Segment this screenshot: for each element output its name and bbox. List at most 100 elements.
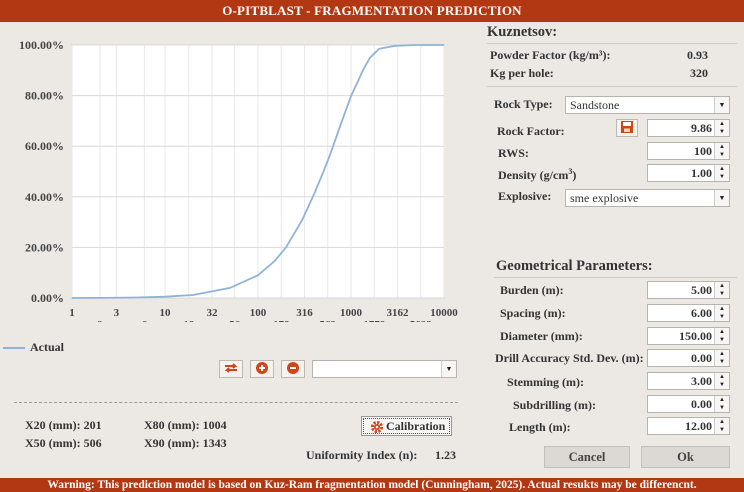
kg-per-hole-value: 320 (690, 66, 708, 80)
explosive-value: sme explosive (570, 191, 639, 205)
x-tick-label: 1778 (363, 319, 386, 322)
stepper-down-icon[interactable]: ▼ (719, 129, 725, 135)
rock-factor-stepper[interactable]: 9.86 ▲ ▼ (647, 119, 730, 137)
stepper-down-icon[interactable]: ▼ (719, 427, 725, 433)
add-series-button[interactable] (250, 360, 274, 378)
drill-accuracy-stepper[interactable]: 0.00 ▲ ▼ (647, 349, 730, 367)
stepper-down-icon[interactable]: ▼ (719, 382, 725, 388)
uniformity-value: 1.23 (435, 448, 456, 462)
chart-grid (71, 44, 445, 299)
stepper-up-icon[interactable]: ▲ (719, 419, 725, 425)
x-tick-label: 10 (160, 307, 172, 319)
powder-factor-value: 0.93 (687, 48, 708, 62)
x-tick-label: 18 (183, 319, 195, 322)
gear-icon (370, 420, 384, 434)
stepper-up-icon[interactable]: ▲ (719, 121, 725, 127)
stepper-up-icon[interactable]: ▲ (719, 329, 725, 335)
series-select[interactable]: ▼ (312, 360, 457, 378)
subdrilling-label: Subdrilling (m): (513, 398, 597, 412)
explosive-label: Explosive: (498, 189, 552, 203)
cancel-button[interactable]: Cancel (544, 446, 630, 468)
stepper-up-icon[interactable]: ▲ (719, 351, 725, 357)
stepper-up-icon[interactable]: ▲ (719, 397, 725, 403)
save-icon (621, 121, 633, 133)
burden-stepper[interactable]: 5.00 ▲ ▼ (647, 281, 730, 299)
stepper-up-icon[interactable]: ▲ (719, 283, 725, 289)
stepper-down-icon[interactable]: ▼ (719, 174, 725, 180)
diameter-stepper[interactable]: 150.00 ▲ ▼ (647, 327, 730, 345)
legend-swatch-actual (3, 347, 25, 349)
drill-accuracy-value: 0.00 (691, 351, 712, 365)
calibration-button[interactable]: Calibration (361, 416, 453, 436)
y-tick-label: 80.00% (25, 89, 64, 103)
x50-value: X50 (mm): 506 (25, 436, 102, 450)
explosive-select[interactable]: sme explosive ▼ (565, 189, 730, 207)
chevron-down-icon: ▼ (714, 190, 729, 206)
stepper-up-icon[interactable]: ▲ (719, 144, 725, 150)
rock-factor-label: Rock Factor: (497, 124, 565, 138)
stepper-up-icon[interactable]: ▲ (719, 374, 725, 380)
geometry-divider (494, 277, 737, 278)
diameter-value: 150.00 (679, 329, 712, 343)
powder-factor-label: Powder Factor (kg/m³): (490, 48, 611, 62)
length-value: 12.00 (685, 419, 712, 433)
minus-icon (287, 362, 299, 374)
drill-accuracy-label: Drill Accuracy Std. Dev. (m): (495, 351, 644, 365)
stemming-stepper[interactable]: 3.00 ▲ ▼ (647, 372, 730, 390)
x90-value: X90 (mm): 1343 (144, 436, 227, 450)
burden-value: 5.00 (691, 283, 712, 297)
series-actual-line (71, 44, 444, 299)
stepper-down-icon[interactable]: ▼ (719, 291, 725, 297)
legend-label-actual: Actual (30, 340, 64, 354)
x20-value: X20 (mm): 201 (25, 418, 102, 432)
stemming-value: 3.00 (691, 374, 712, 388)
kuznetsov-title: Kuznetsov: (487, 24, 558, 40)
kuznetsov-divider (487, 43, 737, 44)
warning-bar: Warning: This prediction model is based … (0, 478, 744, 492)
chevron-down-icon: ▼ (714, 97, 729, 113)
stepper-up-icon[interactable]: ▲ (719, 306, 725, 312)
y-tick-label: 40.00% (25, 190, 64, 204)
rock-type-value: Sandstone (570, 98, 620, 112)
stepper-down-icon[interactable]: ▼ (719, 314, 725, 320)
subdrilling-stepper[interactable]: 0.00 ▲ ▼ (647, 395, 730, 413)
uniformity-label: Uniformity Index (n): (306, 448, 418, 462)
stepper-down-icon[interactable]: ▼ (719, 359, 725, 365)
rws-label: RWS: (498, 146, 529, 160)
save-rock-factor-button[interactable] (616, 119, 638, 137)
window-title: O-PITBLAST - FRAGMENTATION PREDICTION (0, 0, 744, 22)
subdrilling-value: 0.00 (691, 397, 712, 411)
x-tick-label: 316 (296, 307, 313, 319)
x80-value: X80 (mm): 1004 (144, 418, 227, 432)
y-tick-label: 20.00% (25, 240, 64, 254)
x-tick-label: 1000 (340, 307, 363, 319)
x-tick-label: 3162 (386, 307, 409, 319)
swap-icon (224, 363, 238, 373)
x-tick-label: 1 (69, 307, 75, 319)
x-tick-label: 3 (114, 307, 120, 319)
rock-type-select[interactable]: Sandstone ▼ (565, 96, 730, 114)
stepper-down-icon[interactable]: ▼ (719, 337, 725, 343)
stemming-label: Stemming (m): (507, 375, 584, 389)
rws-value: 100 (694, 144, 712, 158)
rock-type-label: Rock Type: (494, 97, 553, 111)
x-tick-label: 2 (97, 319, 103, 322)
y-tick-label: 100.00% (19, 38, 64, 52)
density-stepper[interactable]: 1.00 ▲ ▼ (647, 164, 730, 182)
ok-button[interactable]: Ok (641, 446, 730, 468)
y-tick-label: 0.00% (31, 291, 64, 305)
spacing-stepper[interactable]: 6.00 ▲ ▼ (647, 304, 730, 322)
stepper-down-icon[interactable]: ▼ (719, 152, 725, 158)
length-stepper[interactable]: 12.00 ▲ ▼ (647, 417, 730, 435)
results-divider (14, 402, 458, 403)
density-value: 1.00 (691, 166, 712, 180)
rws-stepper[interactable]: 100 ▲ ▼ (647, 142, 730, 160)
remove-series-button[interactable] (281, 360, 305, 378)
stepper-down-icon[interactable]: ▼ (719, 405, 725, 411)
swap-button[interactable] (219, 360, 243, 378)
burden-label: Burden (m): (500, 283, 564, 297)
stepper-up-icon[interactable]: ▲ (719, 166, 725, 172)
kuznetsov-bottom-divider (487, 86, 737, 87)
length-label: Length (m): (509, 420, 571, 434)
